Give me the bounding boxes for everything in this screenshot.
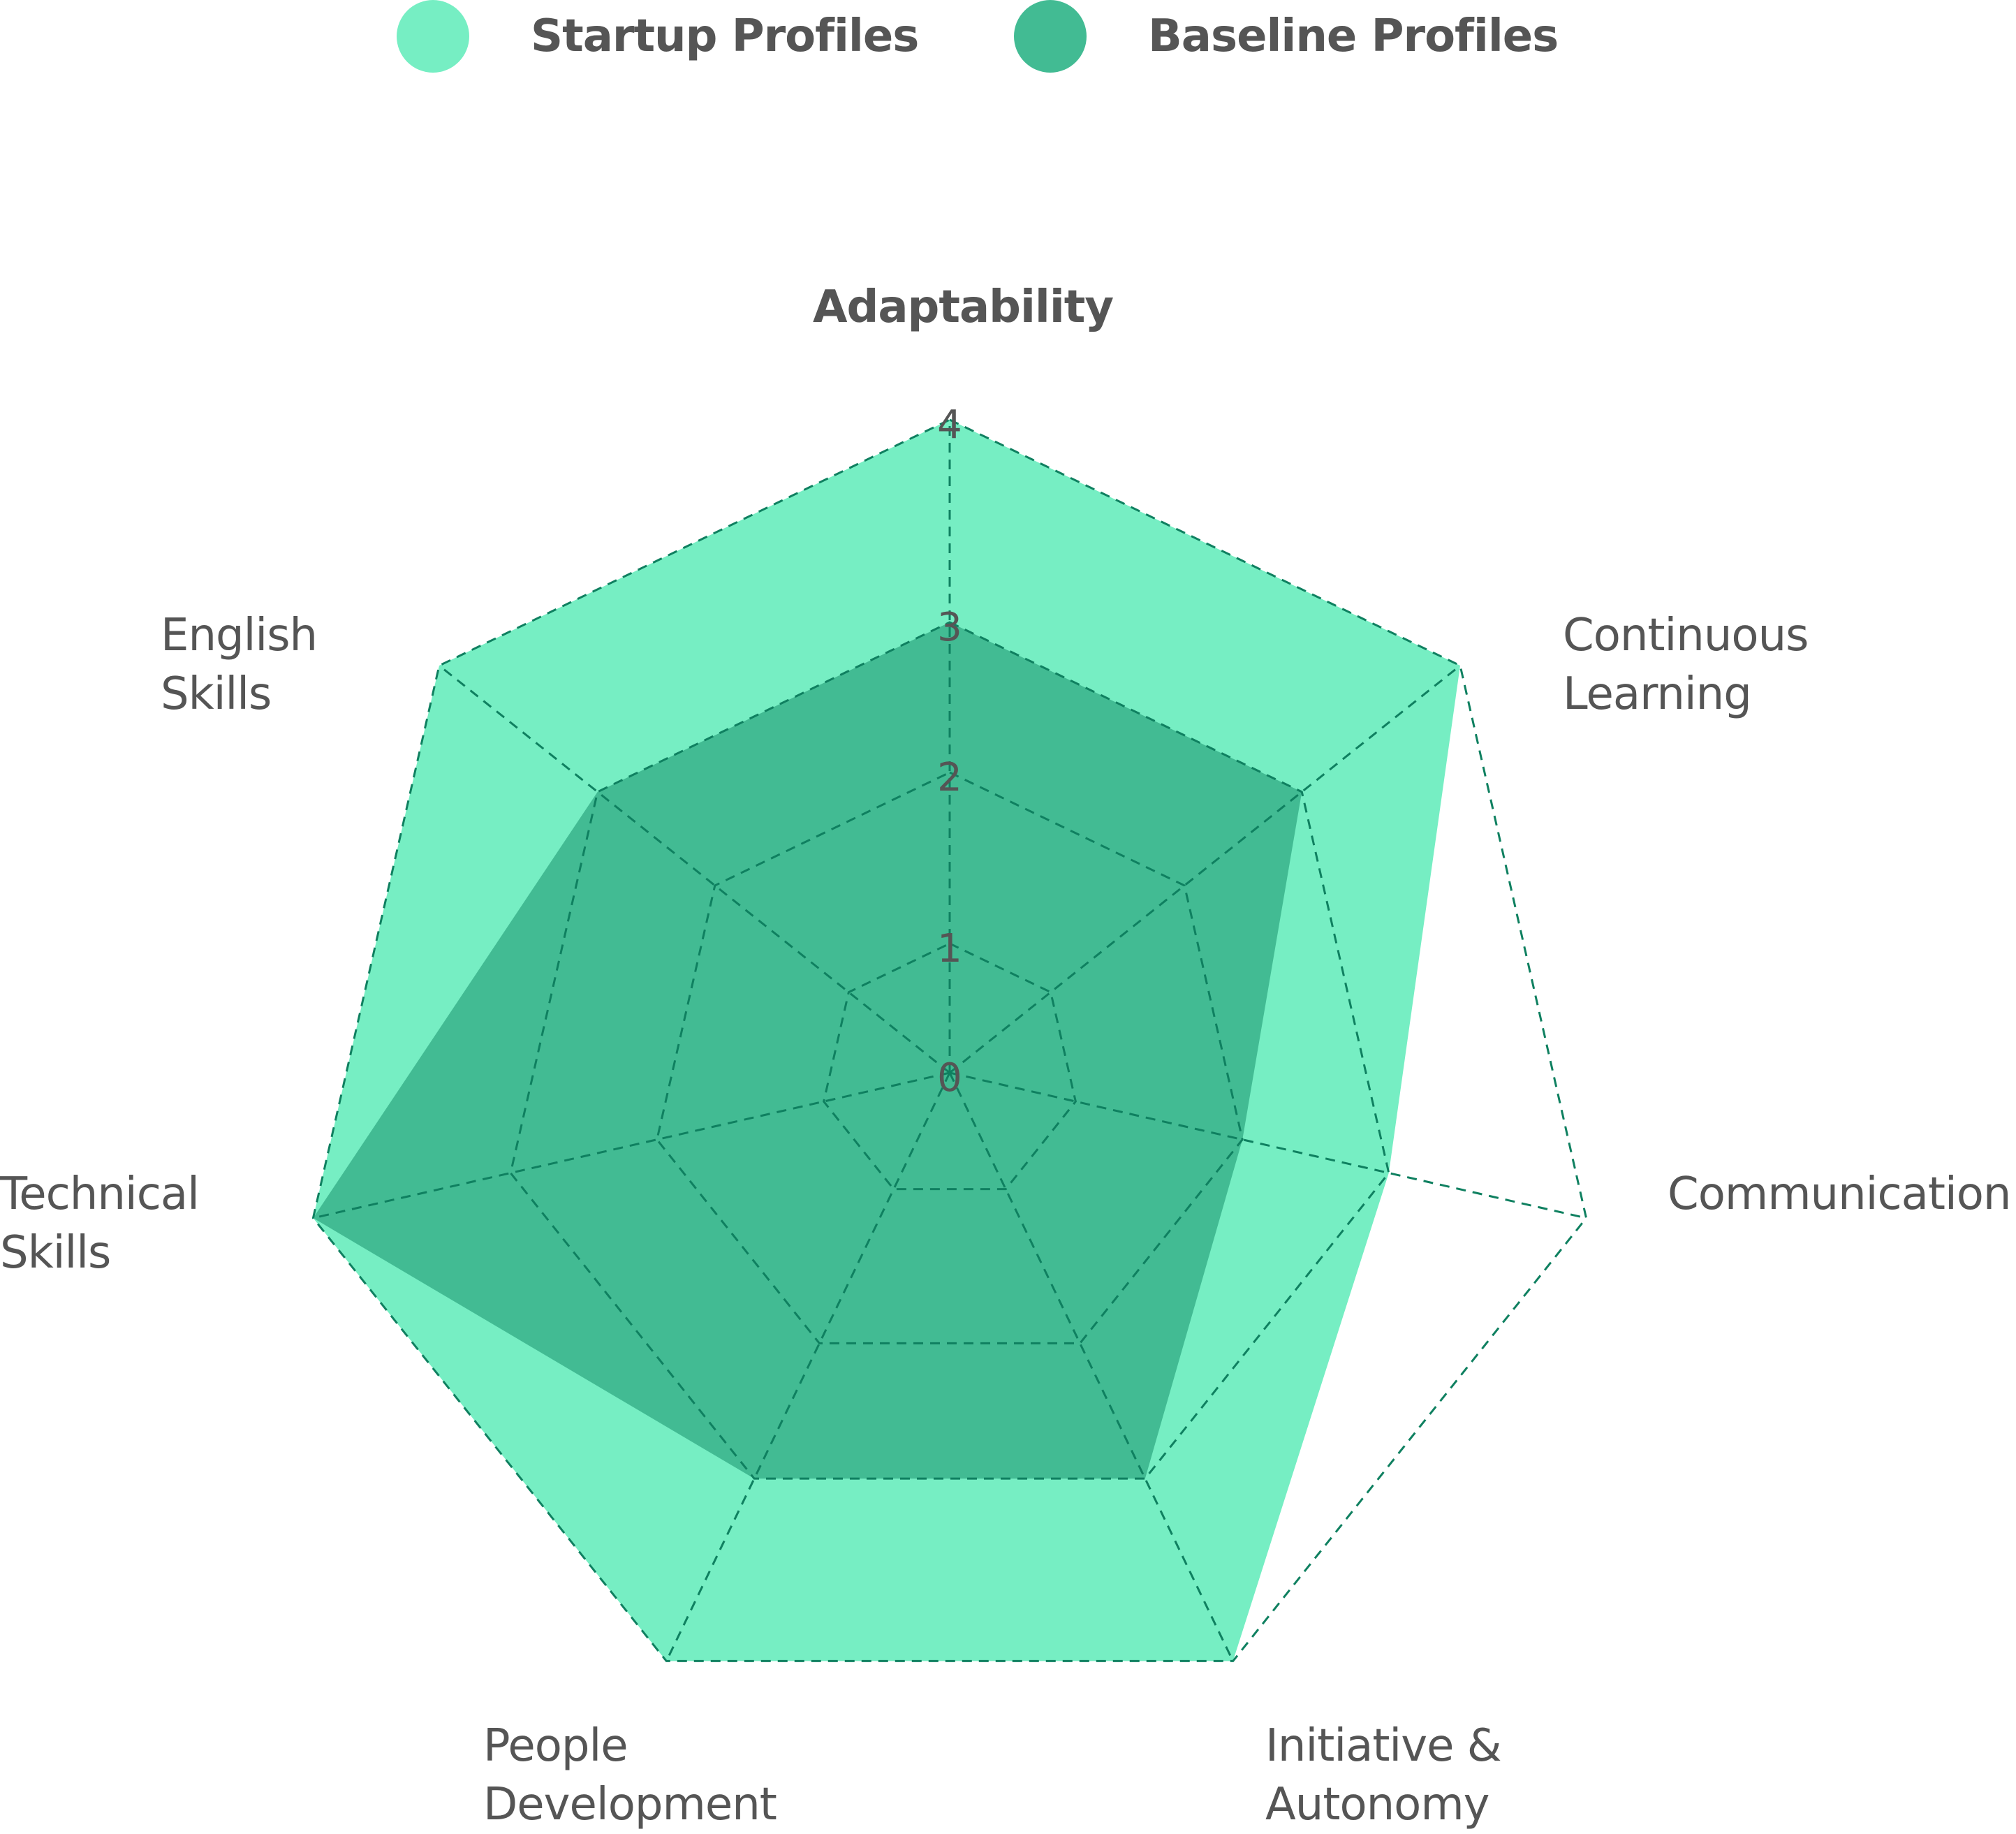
legend-item-baseline[interactable]: Baseline Profiles: [1014, 0, 1559, 73]
axis-label-people-development: People Development: [483, 1720, 777, 1831]
tick-label-0: 0: [937, 1055, 962, 1101]
legend: Startup Profiles Baseline Profiles: [0, 0, 2016, 77]
legend-swatch-startup-icon: [397, 0, 469, 73]
legend-label-startup: Startup Profiles: [531, 10, 919, 62]
axis-label-initiative-autonomy: Initiative & Autonomy: [1265, 1720, 1502, 1831]
grid-ring-4: [311, 418, 1588, 1662]
legend-label-baseline: Baseline Profiles: [1148, 10, 1559, 62]
axis-label-communication: Communication: [1668, 1168, 2011, 1220]
grid-ring-3: [509, 621, 1390, 1480]
grid-spoke: [439, 664, 950, 1074]
tick-label-2: 2: [937, 755, 962, 800]
grid-spoke: [949, 664, 1461, 1074]
axis-label-technical-skills: Technical Skills: [0, 1168, 200, 1279]
tick-label-1: 1: [937, 926, 962, 971]
grid-spoke: [313, 1071, 950, 1219]
tick-label-4: 4: [937, 402, 962, 448]
axis-label-english-skills: English Skills: [161, 610, 318, 720]
grid-spoke: [948, 1072, 1235, 1662]
grid-spoke: [665, 1072, 951, 1662]
grid-spoke: [949, 1071, 1587, 1219]
grid-ring-1: [823, 942, 1077, 1191]
axis-label-continuous-learning: Continuous Learning: [1563, 610, 1809, 720]
legend-item-startup[interactable]: Startup Profiles: [397, 0, 919, 73]
radar-grid: [311, 418, 1588, 1662]
grid-ring-2: [656, 771, 1244, 1344]
legend-swatch-baseline-icon: [1014, 0, 1087, 73]
series-layer: [313, 420, 1461, 1661]
series-area-baseline: [313, 622, 1302, 1479]
tick-label-3: 3: [937, 605, 962, 650]
axis-label-adaptability: Adaptability: [813, 281, 1114, 333]
